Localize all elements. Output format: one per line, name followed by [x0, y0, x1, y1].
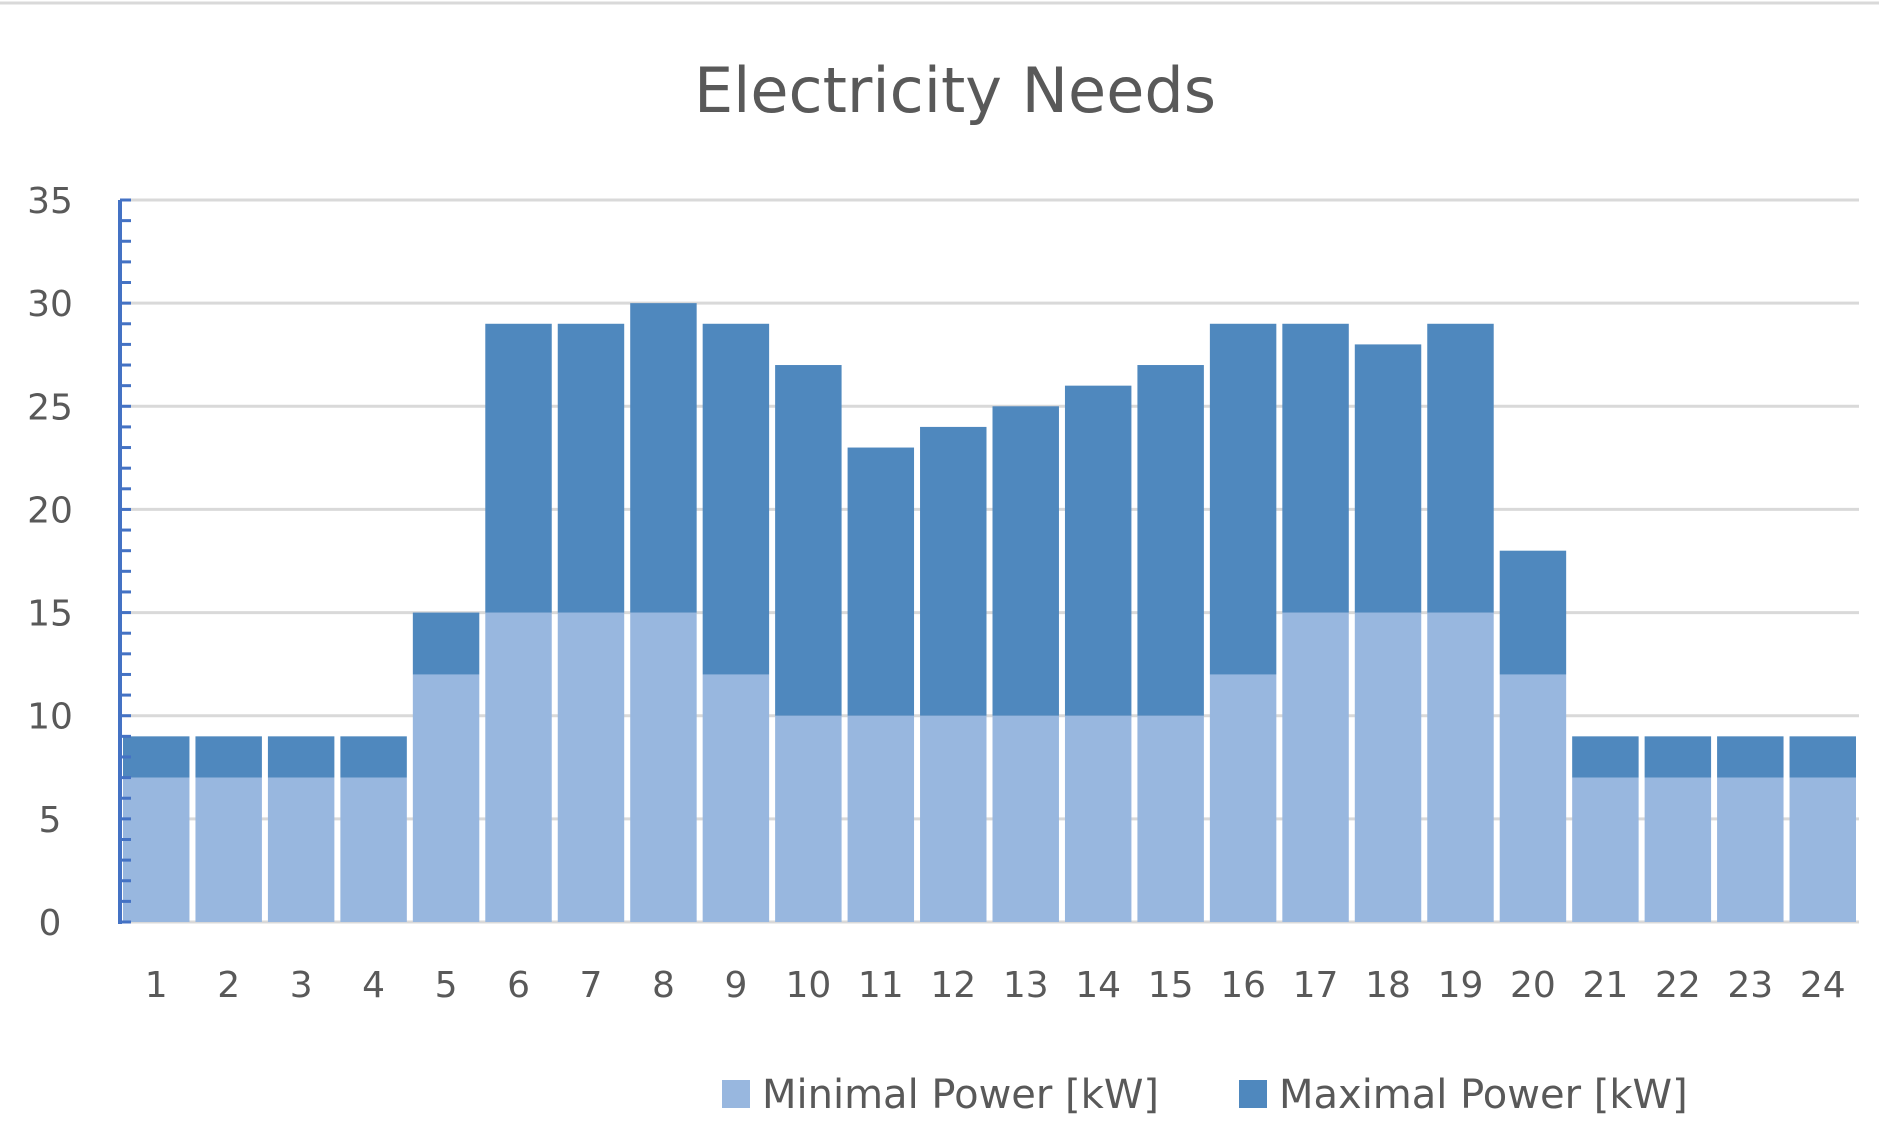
bar-maximal-13: [992, 406, 1059, 716]
bar-maximal-20: [1499, 550, 1567, 675]
y-tick-labels: 0 5 10 15 20 25 30 35: [27, 181, 73, 944]
x-tick-label-10: 10: [785, 965, 831, 1006]
bar-minimal-6: [485, 612, 552, 922]
bar-minimal-2: [195, 777, 262, 922]
bar-maximal-1: [123, 736, 190, 778]
y-tick-label-15: 15: [27, 594, 73, 635]
bar-maximal-19: [1427, 323, 1494, 613]
x-tick-label-8: 8: [652, 965, 675, 1006]
bar-maximal-15: [1137, 365, 1204, 716]
bar-maximal-22: [1644, 736, 1712, 778]
bar-maximal-10: [775, 365, 842, 716]
bar-minimal-5: [412, 674, 480, 922]
bar-maximal-14: [1064, 385, 1132, 716]
x-tick-label-4: 4: [362, 965, 385, 1006]
y-tick-label-25: 25: [27, 387, 73, 428]
bar-minimal-4: [340, 777, 407, 922]
gridlines: [120, 198, 1859, 924]
y-axis: [118, 198, 131, 924]
x-tick-label-14: 14: [1075, 965, 1121, 1006]
x-tick-label-16: 16: [1220, 965, 1266, 1006]
bar-maximal-6: [485, 323, 552, 613]
x-tick-label-11: 11: [858, 965, 904, 1006]
x-tick-label-6: 6: [507, 965, 530, 1006]
bar-maximal-21: [1572, 736, 1639, 778]
x-tick-label-3: 3: [290, 965, 313, 1006]
x-tick-label-9: 9: [724, 965, 747, 1006]
legend-label-minimal: Minimal Power [kW]: [762, 1072, 1159, 1118]
y-tick-label-0: 0: [39, 903, 62, 944]
bar-minimal-11: [847, 715, 915, 922]
chart-title: Electricity Needs: [694, 54, 1216, 127]
x-tick-label-23: 23: [1727, 965, 1773, 1006]
x-tick-label-20: 20: [1510, 965, 1556, 1006]
x-tick-label-22: 22: [1655, 965, 1701, 1006]
bar-minimal-18: [1354, 612, 1422, 922]
bar-minimal-9: [702, 674, 770, 922]
bar-maximal-7: [557, 323, 625, 613]
bar-maximal-17: [1282, 323, 1349, 613]
bar-maximal-18: [1354, 344, 1422, 613]
bar-minimal-20: [1499, 674, 1567, 922]
legend-label-maximal: Maximal Power [kW]: [1279, 1072, 1688, 1118]
y-tick-label-5: 5: [39, 800, 62, 841]
bar-maximal-23: [1717, 736, 1784, 778]
bar-minimal-17: [1282, 612, 1349, 922]
bar-maximal-4: [340, 736, 407, 778]
bar-minimal-23: [1717, 777, 1784, 922]
bar-maximal-24: [1789, 736, 1856, 778]
bar-minimal-3: [267, 777, 335, 922]
x-tick-label-17: 17: [1293, 965, 1339, 1006]
bar-maximal-9: [702, 323, 770, 675]
y-tick-label-10: 10: [27, 697, 73, 738]
x-tick-label-5: 5: [435, 965, 458, 1006]
bar-maximal-12: [920, 426, 987, 716]
x-tick-label-24: 24: [1800, 965, 1846, 1006]
bar-minimal-15: [1137, 715, 1204, 922]
bar-minimal-22: [1644, 777, 1712, 922]
bar-maximal-2: [195, 736, 262, 778]
legend-swatch-maximal: [1239, 1080, 1267, 1108]
x-tick-label-21: 21: [1582, 965, 1628, 1006]
bar-minimal-24: [1789, 777, 1856, 922]
y-tick-label-35: 35: [27, 181, 73, 222]
x-tick-label-2: 2: [217, 965, 240, 1006]
bar-minimal-14: [1064, 715, 1132, 922]
bar-minimal-12: [920, 715, 987, 922]
bar-maximal-8: [630, 303, 697, 613]
bar-maximal-3: [267, 736, 335, 778]
x-tick-label-1: 1: [145, 965, 168, 1006]
bar-minimal-21: [1572, 777, 1639, 922]
bars: [123, 303, 1856, 922]
x-tick-label-13: 13: [1003, 965, 1049, 1006]
x-tick-label-15: 15: [1148, 965, 1194, 1006]
bar-minimal-8: [630, 612, 697, 922]
bar-minimal-13: [992, 715, 1059, 922]
bar-minimal-1: [123, 777, 190, 922]
bar-maximal-16: [1209, 323, 1277, 675]
bar-minimal-7: [557, 612, 625, 922]
x-tick-labels: 1 2 3 4 5 6 7 8 9 10 11 12 13 14 15 16 17 18 19 20 21 22 23 24: [145, 965, 1846, 1006]
bar-minimal-16: [1209, 674, 1277, 922]
x-tick-label-7: 7: [580, 965, 603, 1006]
legend-swatch-minimal: [722, 1080, 750, 1108]
bar-minimal-10: [775, 715, 842, 922]
y-tick-label-20: 20: [27, 490, 73, 531]
bar-maximal-5: [412, 612, 480, 675]
bar-minimal-19: [1427, 612, 1494, 922]
x-tick-label-19: 19: [1438, 965, 1484, 1006]
x-tick-label-12: 12: [930, 965, 976, 1006]
bar-maximal-11: [847, 447, 915, 716]
legend: Minimal Power [kW] Maximal Power [kW]: [722, 1072, 1688, 1118]
x-tick-label-18: 18: [1365, 965, 1411, 1006]
y-tick-label-30: 30: [27, 284, 73, 325]
